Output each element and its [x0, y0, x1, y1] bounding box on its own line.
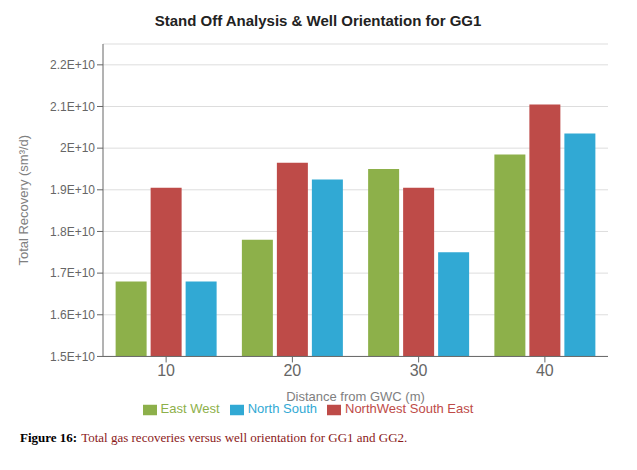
svg-text:2.1E+10: 2.1E+10 [50, 100, 95, 114]
svg-text:20: 20 [283, 362, 301, 379]
svg-text:10: 10 [157, 362, 175, 379]
svg-text:40: 40 [536, 362, 554, 379]
svg-text:2E+10: 2E+10 [60, 141, 95, 155]
html-text:North South: North South [247, 401, 317, 417]
svg-text:1.9E+10: 1.9E+10 [50, 183, 95, 197]
svg-text:2.2E+10: 2.2E+10 [50, 58, 95, 72]
html-text:Figure 16: Total gas recoverie: Figure 16: Total gas recoveries versus w… [20, 430, 408, 445]
svg-text:Distance from GWC (m): Distance from GWC (m) [286, 389, 425, 404]
html-text:NorthWest South East: NorthWest South East [345, 401, 474, 417]
svg-text:1.6E+10: 1.6E+10 [50, 308, 95, 322]
svg-text:1.8E+10: 1.8E+10 [50, 225, 95, 239]
svg-text:1.5E+10: 1.5E+10 [50, 350, 95, 364]
html-text:East West: East West [160, 401, 220, 417]
svg-text:Total Recovery (sm³/d): Total Recovery (sm³/d) [16, 135, 31, 266]
html-text:Stand Off Analysis & Well Orie: Stand Off Analysis & Well Orientation fo… [154, 12, 482, 29]
svg-text:30: 30 [410, 362, 428, 379]
svg-text:1.7E+10: 1.7E+10 [50, 266, 95, 280]
